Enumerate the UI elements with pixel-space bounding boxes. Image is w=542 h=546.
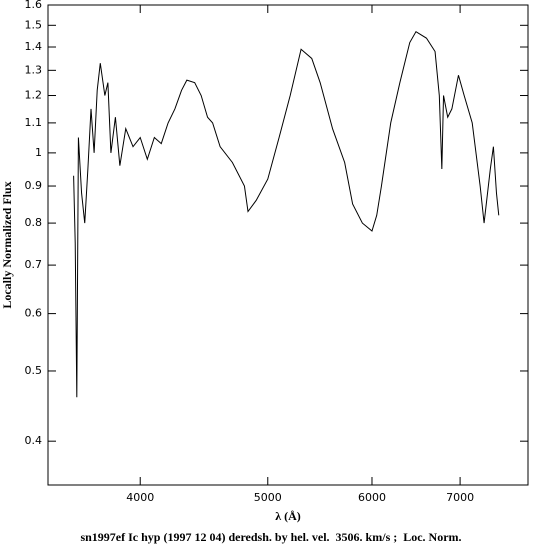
y-tick-label: 1 [35, 146, 42, 159]
x-axis-label: λ (Å) [275, 509, 301, 523]
x-tick-label: 5000 [254, 491, 282, 504]
y-tick-label: 0.9 [25, 179, 43, 192]
y-axis-label: Locally Normalized Flux [0, 181, 14, 308]
y-tick-label: 0.6 [25, 307, 43, 320]
y-tick-label: 0.5 [25, 364, 43, 377]
y-tick-label: 0.4 [25, 434, 43, 447]
x-tick-label: 7000 [446, 491, 474, 504]
plot-frame [47, 4, 529, 486]
y-tick-label: 1.6 [25, 0, 43, 11]
spectrum-line [73, 30, 500, 398]
y-tick-label: 1.3 [25, 63, 43, 76]
x-tick-label: 4000 [126, 491, 154, 504]
y-tick-label: 0.8 [25, 216, 43, 229]
caption: sn1997ef Ic hyp (1997 12 04) deredsh. by… [80, 530, 461, 544]
y-tick-label: 0.7 [25, 258, 43, 271]
y-tick-label: 1.2 [25, 89, 43, 102]
y-tick-label: 1.4 [25, 40, 43, 53]
y-tick-label: 1.1 [25, 116, 43, 129]
y-tick-label: 1.5 [25, 18, 43, 31]
x-tick-label: 6000 [358, 491, 386, 504]
